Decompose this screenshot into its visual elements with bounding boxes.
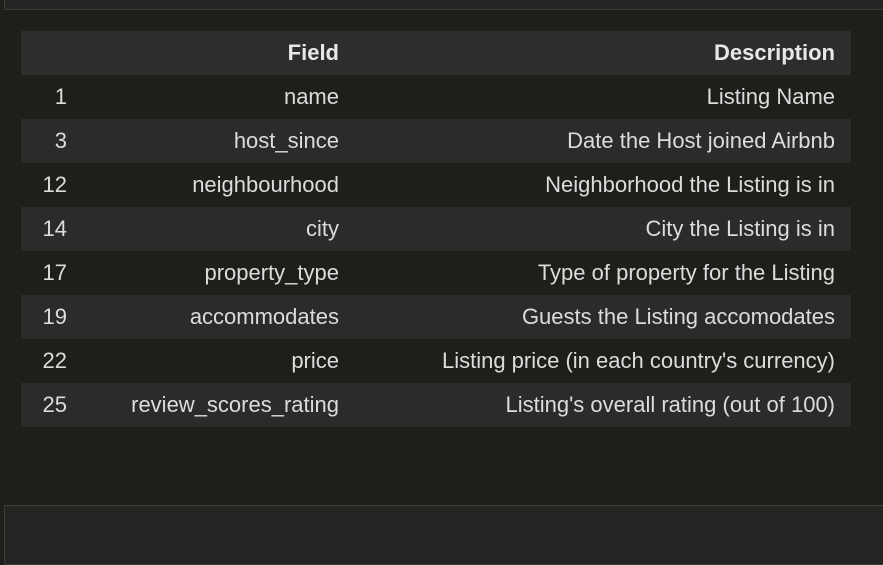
- field-cell: neighbourhood: [67, 163, 355, 207]
- field-cell: name: [67, 75, 355, 119]
- description-cell: Guests the Listing accomodates: [355, 295, 851, 339]
- field-cell: host_since: [67, 119, 355, 163]
- row-index: 22: [21, 339, 67, 383]
- field-cell: city: [67, 207, 355, 251]
- row-index: 25: [21, 383, 67, 427]
- row-index: 1: [21, 75, 67, 119]
- row-index: 3: [21, 119, 67, 163]
- field-cell: review_scores_rating: [67, 383, 355, 427]
- dataframe-table: Field Description 1 name Listing Name 3 …: [21, 31, 851, 427]
- table-row: 14 city City the Listing is in: [21, 207, 851, 251]
- table-row: 3 host_since Date the Host joined Airbnb: [21, 119, 851, 163]
- description-cell: Neighborhood the Listing is in: [355, 163, 851, 207]
- table-header-row: Field Description: [21, 31, 851, 75]
- description-cell: Type of property for the Listing: [355, 251, 851, 295]
- row-index: 12: [21, 163, 67, 207]
- description-cell: Listing price (in each country's currenc…: [355, 339, 851, 383]
- table-row: 1 name Listing Name: [21, 75, 851, 119]
- field-column-header: Field: [67, 31, 355, 75]
- next-notebook-cell[interactable]: [4, 505, 883, 565]
- field-cell: price: [67, 339, 355, 383]
- table-row: 12 neighbourhood Neighborhood the Listin…: [21, 163, 851, 207]
- description-cell: Listing's overall rating (out of 100): [355, 383, 851, 427]
- field-cell: property_type: [67, 251, 355, 295]
- table-row: 19 accommodates Guests the Listing accom…: [21, 295, 851, 339]
- row-index: 14: [21, 207, 67, 251]
- table-row: 17 property_type Type of property for th…: [21, 251, 851, 295]
- table-row: 25 review_scores_rating Listing's overal…: [21, 383, 851, 427]
- previous-notebook-cell[interactable]: [4, 0, 883, 10]
- table-row: 22 price Listing price (in each country'…: [21, 339, 851, 383]
- row-index: 17: [21, 251, 67, 295]
- description-cell: Listing Name: [355, 75, 851, 119]
- description-column-header: Description: [355, 31, 851, 75]
- description-cell: City the Listing is in: [355, 207, 851, 251]
- row-index: 19: [21, 295, 67, 339]
- index-header: [21, 31, 67, 75]
- description-cell: Date the Host joined Airbnb: [355, 119, 851, 163]
- field-cell: accommodates: [67, 295, 355, 339]
